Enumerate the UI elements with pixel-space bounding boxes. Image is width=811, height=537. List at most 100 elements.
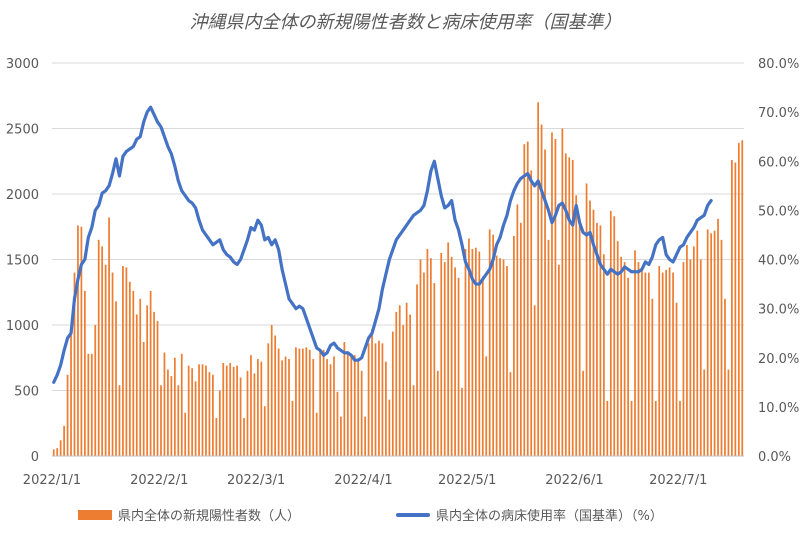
bar [66, 374, 69, 456]
bar [443, 262, 446, 456]
bar [194, 381, 197, 456]
bar [537, 102, 539, 457]
line-series-bed-occupancy [52, 105, 713, 384]
bar [246, 370, 249, 456]
bar [651, 298, 654, 456]
bar [167, 369, 169, 456]
x-axis: 2022/1/1 2022/2/1 2022/3/1 2022/4/1 2022/5/1… [23, 455, 744, 488]
bar [578, 218, 581, 456]
bar [108, 217, 110, 456]
left-tick-label: 1000 [6, 319, 39, 334]
bar [668, 267, 671, 456]
x-tick-label: 2022/2/1 [130, 473, 188, 488]
x-tick-label: 2022/5/1 [438, 473, 496, 488]
bar [201, 364, 204, 456]
bar [630, 400, 633, 456]
occupancy-line [52, 105, 713, 384]
bar [350, 356, 353, 456]
bar [253, 373, 256, 456]
bar [128, 281, 131, 456]
bar [142, 342, 145, 456]
legend-label-occupancy: 県内全体の病床使用率（国基準）（%） [436, 509, 663, 524]
left-tick-label: 500 [14, 385, 39, 400]
bar [481, 276, 484, 456]
bar [243, 418, 245, 456]
bar [596, 222, 598, 456]
bar [367, 343, 370, 456]
bar [222, 362, 225, 456]
bar [665, 269, 668, 456]
right-tick-label: 20.0% [758, 352, 799, 367]
bar [346, 351, 349, 456]
bar [737, 142, 740, 456]
bar [686, 245, 688, 456]
bar [360, 370, 363, 456]
legend-swatch-occupancy [396, 512, 430, 517]
bar [395, 311, 398, 456]
bar [329, 364, 332, 456]
bar [388, 399, 391, 456]
right-tick-label: 40.0% [758, 254, 799, 269]
bar [627, 277, 629, 456]
chart-title: 沖縄県内全体の新規陽性者数と病床使用率（国基準） [189, 12, 622, 33]
bar [530, 170, 533, 457]
bar [464, 249, 467, 456]
legend-item-occupancy: 県内全体の病床使用率（国基準）（%） [396, 505, 663, 524]
bar [547, 239, 550, 456]
bar [647, 272, 650, 456]
bar [322, 349, 325, 456]
bar [592, 209, 595, 456]
bar [405, 302, 408, 456]
bar [689, 259, 692, 456]
bar [599, 225, 602, 456]
bar [118, 385, 121, 456]
right-tick-label: 30.0% [758, 303, 799, 318]
bar [502, 259, 505, 456]
bar [270, 325, 273, 456]
bar [585, 183, 588, 456]
bar [73, 272, 76, 456]
bar [87, 353, 90, 456]
bar [163, 352, 166, 456]
bar [672, 272, 674, 456]
bar [374, 343, 377, 456]
bar [613, 216, 616, 456]
bar [295, 347, 297, 456]
bar [606, 400, 609, 456]
bar [263, 406, 266, 456]
bar [315, 412, 318, 456]
bar [115, 301, 117, 456]
bar [236, 365, 238, 456]
bar [160, 385, 162, 456]
bar [146, 305, 149, 456]
bar [571, 159, 574, 456]
bar [554, 138, 557, 457]
bar [620, 256, 623, 456]
bar [734, 162, 737, 456]
bar [699, 259, 702, 456]
bar [353, 355, 356, 456]
bar [696, 230, 699, 456]
bar [239, 377, 242, 456]
bar [430, 258, 432, 456]
bar [641, 269, 643, 456]
bar [703, 369, 706, 456]
bar [450, 256, 453, 456]
bar [52, 449, 55, 456]
bar [720, 239, 723, 456]
bar [97, 239, 100, 456]
bar [509, 372, 512, 456]
bar [80, 226, 83, 456]
bar [301, 348, 304, 456]
bar [644, 272, 647, 456]
bar [135, 314, 138, 456]
bar [77, 225, 79, 456]
bar [485, 356, 488, 456]
bar [149, 290, 152, 456]
bar [551, 132, 553, 456]
bar [454, 267, 456, 456]
bar [340, 416, 342, 456]
bar [658, 266, 661, 456]
right-tick-label: 50.0% [758, 204, 799, 219]
bar [582, 370, 584, 456]
